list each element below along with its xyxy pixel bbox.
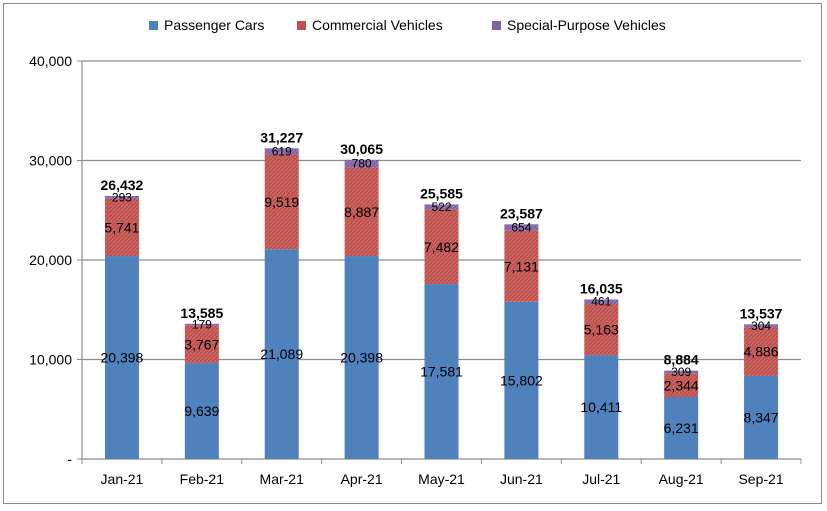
bar-segment-passenger-cars — [104, 256, 139, 459]
data-label: 522 — [431, 200, 451, 214]
stacked-bar-chart: - 10,000 20,000 30,000 40,000 Jan-21 Feb-21 Mar… — [29, 17, 802, 487]
bar-segment-passenger-cars — [504, 301, 539, 459]
y-tick-label: 30,000 — [29, 153, 72, 169]
legend-swatch — [297, 21, 306, 30]
data-label: 15,802 — [500, 372, 543, 388]
data-label: 20,398 — [340, 350, 383, 366]
data-label: 7,131 — [504, 258, 539, 274]
legend-swatch — [492, 21, 501, 30]
bar-segment-passenger-cars — [184, 363, 219, 459]
bar-segment-special-purpose-vehicles-texture — [744, 324, 779, 328]
x-tick-label: Sep-21 — [738, 471, 783, 487]
bar-segment-commercial-vehicles-texture — [264, 154, 299, 250]
bar-segment-special-purpose-vehicles-texture — [584, 299, 619, 305]
total-label: 31,227 — [260, 129, 303, 145]
bar-segment-passenger-cars — [744, 375, 779, 459]
total-label: 13,585 — [180, 305, 223, 321]
bar-segment-special-purpose-vehicles-texture — [264, 148, 299, 155]
data-label: 8,887 — [344, 204, 379, 220]
total-label: 13,537 — [740, 305, 783, 321]
bar-segment-passenger-cars — [264, 249, 299, 459]
data-label: 619 — [272, 144, 292, 158]
data-label: 654 — [511, 221, 531, 235]
bar-segment-special-purpose-vehicles-texture — [424, 204, 459, 210]
data-label: 7,482 — [424, 239, 459, 255]
total-label: 25,585 — [420, 185, 463, 201]
bar-segment-special-purpose-vehicles-texture — [184, 323, 219, 326]
x-tick-label: May-21 — [418, 471, 465, 487]
y-tick-label: - — [67, 451, 72, 467]
data-label: 4,886 — [744, 344, 779, 360]
total-label: 30,065 — [340, 141, 383, 157]
total-label: 16,035 — [580, 280, 623, 296]
y-tick-label: 40,000 — [29, 53, 72, 69]
bar-segment-special-purpose-vehicles-texture — [664, 370, 699, 374]
bar-segment-special-purpose-vehicles-texture — [344, 159, 379, 168]
data-label: 3,767 — [184, 336, 219, 352]
data-label: 309 — [671, 365, 691, 379]
bar-segment-commercial-vehicles-texture — [664, 373, 699, 398]
x-tick-label: Jan-21 — [101, 471, 144, 487]
total-label: 23,587 — [500, 205, 543, 221]
bars — [104, 148, 779, 459]
y-tick-label: 20,000 — [29, 252, 72, 268]
bar-segment-passenger-cars — [344, 256, 379, 459]
data-label: 5,163 — [584, 322, 619, 338]
legend-swatch — [149, 21, 158, 30]
bar-segment-commercial-vehicles-texture — [184, 325, 219, 364]
data-label: 5,741 — [104, 219, 139, 235]
total-label: 8,884 — [664, 352, 699, 368]
data-label: 10,411 — [580, 399, 622, 415]
legend-label: Special-Purpose Vehicles — [507, 17, 666, 33]
data-label: 780 — [352, 157, 372, 171]
x-tick-label: Apr-21 — [341, 471, 383, 487]
data-label: 9,639 — [184, 403, 219, 419]
chart-frame: - 10,000 20,000 30,000 40,000 Jan-21 Feb-21 Mar… — [3, 3, 822, 504]
data-label: 21,089 — [260, 346, 303, 362]
bar-segment-special-purpose-vehicles-texture — [104, 196, 139, 199]
data-label: 9,519 — [264, 194, 299, 210]
x-tick-label: Jul-21 — [582, 471, 620, 487]
bar-segment-commercial-vehicles-texture — [744, 327, 779, 376]
total-label: 26,432 — [101, 177, 144, 193]
data-label: 179 — [192, 318, 212, 332]
data-label: 8,347 — [744, 409, 779, 425]
bar-segment-passenger-cars — [424, 284, 459, 459]
bar-segment-special-purpose-vehicles-texture — [504, 224, 539, 231]
bar-segment-commercial-vehicles-texture — [504, 230, 539, 302]
legend-label: Passenger Cars — [164, 17, 264, 33]
data-label: 304 — [751, 319, 771, 333]
data-label: 293 — [112, 190, 132, 204]
bar-segment-commercial-vehicles-texture — [104, 198, 139, 257]
x-tick-label: Aug-21 — [659, 471, 704, 487]
y-tick-label: 10,000 — [29, 352, 72, 368]
bar-segment-commercial-vehicles-texture — [424, 209, 459, 285]
bar-segment-commercial-vehicles-texture — [584, 304, 619, 356]
legend-label: Commercial Vehicles — [312, 17, 443, 33]
x-tick-label: Jun-21 — [500, 471, 543, 487]
data-label: 461 — [591, 295, 611, 309]
bar-segment-commercial-vehicles-texture — [344, 167, 379, 257]
legend: Passenger Cars Commercial Vehicles Special… — [149, 17, 666, 33]
x-tick-label: Mar-21 — [260, 471, 305, 487]
x-tick-label: Feb-21 — [180, 471, 225, 487]
bar-segment-passenger-cars — [664, 397, 699, 459]
data-label: 20,398 — [101, 350, 144, 366]
bar-segment-passenger-cars — [584, 355, 619, 459]
data-label: 17,581 — [420, 364, 463, 380]
data-label: 2,344 — [664, 377, 699, 393]
data-label: 6,231 — [664, 420, 699, 436]
